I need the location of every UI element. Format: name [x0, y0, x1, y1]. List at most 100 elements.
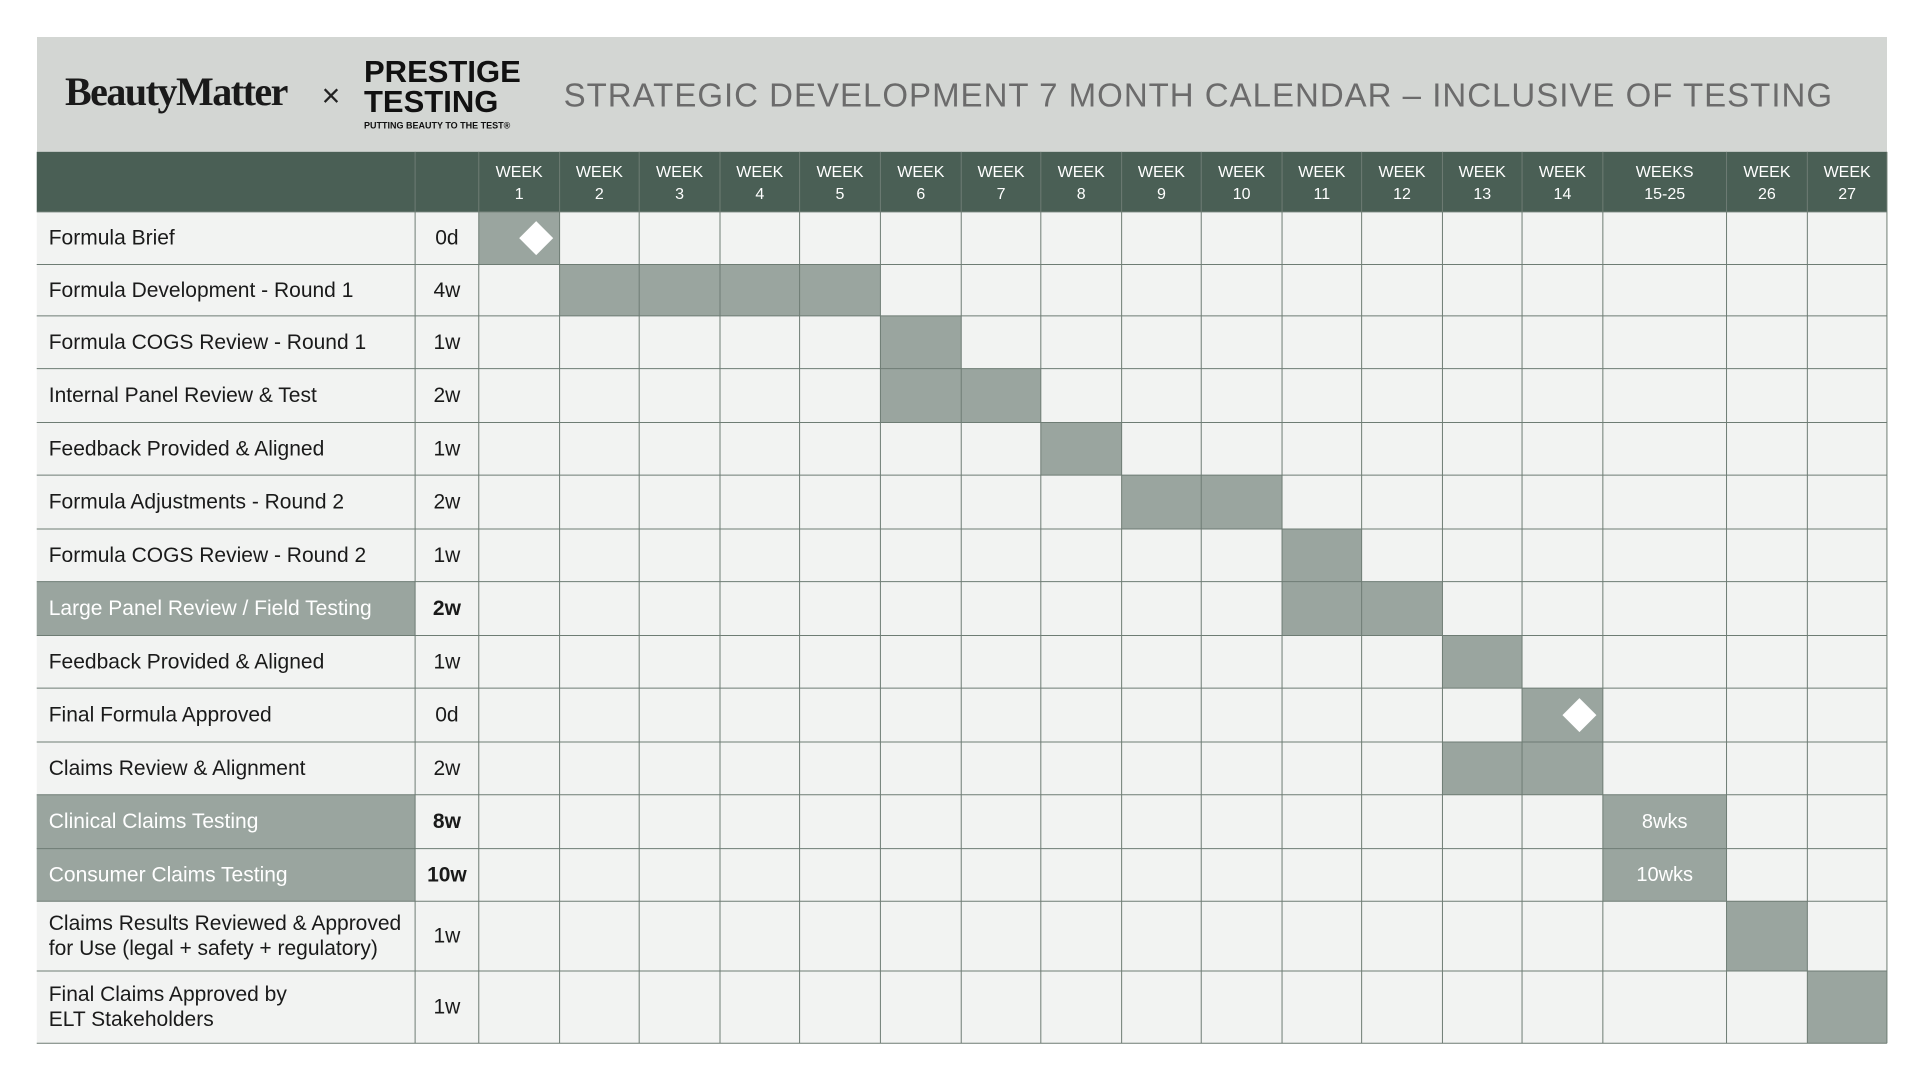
task-label: for Use (legal + safety + regulatory): [49, 937, 378, 960]
task-label: Formula Brief: [49, 227, 175, 250]
task-bar: [1282, 581, 1443, 636]
duration: 1w: [434, 437, 462, 460]
column-header: WEEK: [1743, 164, 1790, 181]
duration: 2w: [434, 757, 462, 780]
column-header: 14: [1554, 186, 1572, 203]
column-header: WEEK: [1459, 164, 1506, 181]
task-label: Consumer Claims Testing: [49, 863, 288, 886]
row-bg: [36, 528, 1887, 582]
task-label: Large Panel Review / Field Testing: [49, 597, 372, 620]
cross: ×: [322, 77, 341, 113]
task-label: Formula COGS Review - Round 1: [49, 331, 366, 354]
row-bg: [36, 901, 1887, 972]
partner-name: PRESTIGE: [364, 54, 521, 89]
task-bar: [880, 315, 962, 369]
duration: 8w: [433, 810, 462, 833]
partner-tagline: PUTTING BEAUTY TO THE TEST®: [364, 120, 511, 130]
row-bg: [36, 688, 1887, 743]
duration: 2w: [434, 491, 462, 514]
column-header: 13: [1473, 186, 1491, 203]
column-header: 6: [916, 186, 925, 203]
row-bg: [36, 315, 1887, 369]
table: WEEK 1 WEEK 2 WEEK 3 WEEK 4 WEEK 5 WEEK 6 WEEK 7 WEEK 8…: [36, 151, 1888, 1044]
column-header: 2: [595, 186, 604, 203]
column-header: 11: [1314, 186, 1331, 203]
task-bar: [1726, 901, 1808, 972]
task-label: Final Formula Approved: [49, 704, 272, 727]
task-label: Formula Development - Round 1: [49, 279, 354, 302]
column-header: 5: [836, 186, 845, 203]
header-band: [37, 37, 1887, 152]
column-header: 1: [515, 186, 524, 203]
milestone: [519, 221, 554, 256]
title: STRATEGIC DEVELOPMENT 7 MONTH CALENDAR –…: [564, 77, 1833, 114]
row-bg: [36, 264, 1887, 316]
column-header: WEEKS: [1636, 164, 1694, 181]
duration: 0d: [435, 704, 458, 727]
label-cell-highlight: [36, 794, 416, 849]
task-bar: [880, 368, 1041, 423]
column-header: WEEK: [977, 164, 1024, 181]
column-header: WEEK: [1218, 164, 1265, 181]
column-header: 8: [1077, 186, 1086, 203]
column-header: WEEK: [656, 164, 703, 181]
task-label: Clinical Claims Testing: [49, 810, 259, 833]
column-header: WEEK: [1539, 164, 1586, 181]
label-cell-highlight: [36, 848, 416, 902]
task-bar: [1807, 971, 1887, 1044]
duration: 1w: [434, 544, 462, 567]
row-bg: [36, 635, 1887, 689]
bar-label: 10wks: [1636, 864, 1693, 886]
column-header: WEEK: [736, 164, 783, 181]
column-header: WEEK: [1378, 164, 1425, 181]
milestone: [1562, 698, 1597, 733]
duration: 1w: [434, 331, 462, 354]
task-bar: [1282, 528, 1362, 582]
row-bg: [36, 971, 1887, 1044]
partner-name: TESTING: [364, 84, 498, 119]
duration: 1w: [434, 925, 462, 948]
task-bar: [1442, 635, 1523, 689]
row-bg: [36, 742, 1887, 795]
column-header: 15-25: [1644, 186, 1685, 203]
column-header: WEEK: [496, 164, 543, 181]
column-header: WEEK: [576, 164, 623, 181]
column-header: 10: [1233, 186, 1251, 203]
row-bg: [36, 422, 1887, 476]
duration: 4w: [434, 279, 462, 302]
task-bar: [1121, 475, 1283, 529]
header-row: [36, 151, 1887, 212]
column-header: 27: [1838, 186, 1856, 203]
column-header: WEEK: [816, 164, 863, 181]
column-header: WEEK: [897, 164, 944, 181]
task-label: Formula Adjustments - Round 2: [49, 491, 344, 514]
task-label: Internal Panel Review & Test: [49, 384, 317, 407]
task-label: Formula COGS Review - Round 2: [49, 544, 366, 567]
column-header: 12: [1393, 186, 1411, 203]
task-bar: [1442, 742, 1603, 795]
task-bar: [1602, 848, 1727, 902]
task-label: Feedback Provided & Aligned: [49, 437, 325, 460]
row-bg: [36, 211, 1887, 265]
column-header: 3: [675, 186, 684, 203]
column-header: WEEK: [1824, 164, 1871, 181]
column-header: 9: [1157, 186, 1166, 203]
column-header: WEEK: [1138, 164, 1185, 181]
duration: 0d: [435, 227, 458, 250]
duration: 2w: [433, 597, 462, 620]
task-label: Feedback Provided & Aligned: [49, 650, 325, 673]
duration: 2w: [434, 384, 462, 407]
column-header: WEEK: [1058, 164, 1105, 181]
column-header: WEEK: [1298, 164, 1345, 181]
brand: BeautyMatter: [65, 69, 288, 114]
bar-label: 8wks: [1642, 811, 1688, 833]
duration: 1w: [434, 650, 462, 673]
task-label: Claims Review & Alignment: [49, 757, 306, 780]
task-label: ELT Stakeholders: [49, 1008, 214, 1031]
task-bar: [1040, 422, 1122, 476]
column-header: 4: [755, 186, 764, 203]
column-header: 7: [997, 186, 1006, 203]
label-cell-highlight: [36, 581, 416, 636]
duration: 1w: [434, 996, 462, 1019]
column-header: 26: [1758, 186, 1776, 203]
